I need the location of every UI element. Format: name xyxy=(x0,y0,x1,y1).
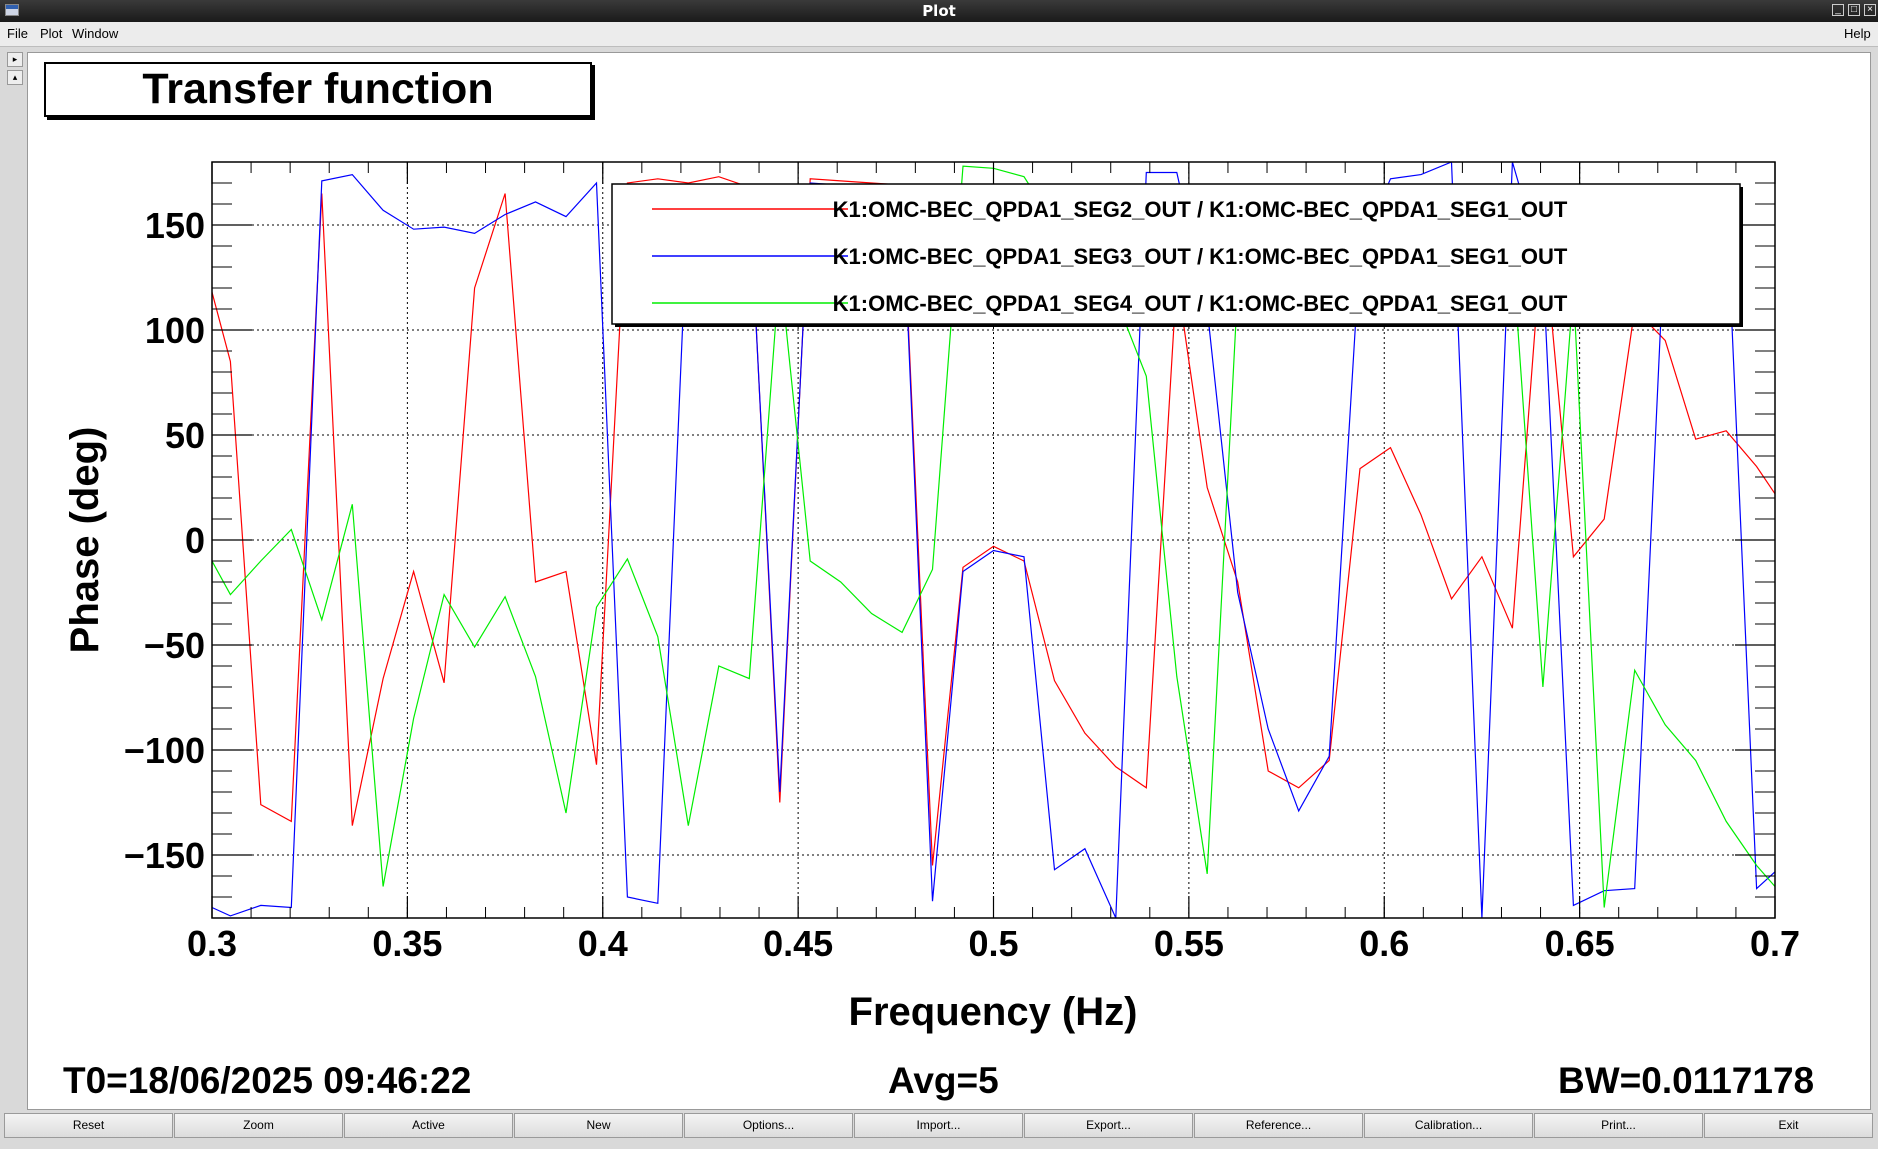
maximize-icon[interactable]: □ xyxy=(1848,4,1860,16)
x-tick-label: 0.5 xyxy=(968,923,1018,964)
x-tick-label: 0.6 xyxy=(1359,923,1409,964)
legend-label-3: K1:OMC-BEC_QPDA1_SEG3_OUT / K1:OMC-BEC_Q… xyxy=(833,244,1568,269)
menu-window[interactable]: Window xyxy=(72,26,119,41)
button-bar: Reset Zoom Active New Options... Import.… xyxy=(0,1111,1878,1149)
legend-shadow xyxy=(1740,187,1743,327)
calibration-button[interactable]: Calibration... xyxy=(1364,1113,1533,1138)
axis-ticks xyxy=(211,161,1776,919)
y-tick-label: −50 xyxy=(144,625,205,666)
reference-button[interactable]: Reference... xyxy=(1194,1113,1363,1138)
t0-label: T0=18/06/2025 09:46:22 xyxy=(63,1060,472,1101)
legend-shadow-bottom xyxy=(615,324,1743,327)
plot-title: Transfer function xyxy=(44,62,592,117)
y-axis-label: Phase (deg) xyxy=(63,427,107,654)
active-button[interactable]: Active xyxy=(344,1113,513,1138)
window-title: Plot xyxy=(922,2,956,20)
y-tick-label: −150 xyxy=(124,835,205,876)
new-button[interactable]: New xyxy=(514,1113,683,1138)
side-toolbar: ▸ ▴ xyxy=(7,52,23,88)
menu-help[interactable]: Help xyxy=(1844,26,1871,41)
window-menu-icon[interactable] xyxy=(5,4,19,16)
legend-label-2: K1:OMC-BEC_QPDA1_SEG2_OUT / K1:OMC-BEC_Q… xyxy=(833,197,1568,222)
close-icon[interactable]: × xyxy=(1864,4,1876,16)
bw-label: BW=0.0117178 xyxy=(1558,1060,1815,1101)
y-tick-label: −100 xyxy=(124,730,205,771)
import-button[interactable]: Import... xyxy=(854,1113,1023,1138)
options-button[interactable]: Options... xyxy=(684,1113,853,1138)
x-tick-label: 0.45 xyxy=(763,923,833,964)
reset-button[interactable]: Reset xyxy=(4,1113,173,1138)
x-tick-label: 0.65 xyxy=(1545,923,1615,964)
print-button[interactable]: Print... xyxy=(1534,1113,1703,1138)
exit-button[interactable]: Exit xyxy=(1704,1113,1873,1138)
x-tick-label: 0.4 xyxy=(578,923,628,964)
arrow-right-icon[interactable]: ▸ xyxy=(7,52,23,67)
menu-plot[interactable]: Plot xyxy=(40,26,63,41)
x-tick-label: 0.55 xyxy=(1154,923,1224,964)
y-tick-labels: 150 100 50 0 −50 −100 −150 xyxy=(124,205,205,876)
y-tick-label: 0 xyxy=(185,520,205,561)
export-button[interactable]: Export... xyxy=(1024,1113,1193,1138)
legend: K1:OMC-BEC_QPDA1_SEG2_OUT / K1:OMC-BEC_Q… xyxy=(611,183,1743,327)
menubar: File Plot Window Help xyxy=(0,22,1878,47)
x-axis-label: Frequency (Hz) xyxy=(849,990,1138,1034)
x-tick-label: 0.7 xyxy=(1750,923,1800,964)
menu-file[interactable]: File xyxy=(7,26,28,41)
window-titlebar: Plot _ □ × xyxy=(0,0,1878,22)
y-tick-label: 50 xyxy=(165,415,205,456)
legend-label-4: K1:OMC-BEC_QPDA1_SEG4_OUT / K1:OMC-BEC_Q… xyxy=(833,291,1568,316)
avg-label: Avg=5 xyxy=(888,1060,999,1101)
x-tick-label: 0.3 xyxy=(187,923,237,964)
zoom-button[interactable]: Zoom xyxy=(174,1113,343,1138)
series-line-2 xyxy=(212,176,1775,866)
y-tick-label: 100 xyxy=(145,310,205,351)
x-tick-label: 0.35 xyxy=(372,923,442,964)
minimize-icon[interactable]: _ xyxy=(1832,4,1844,16)
arrow-up-icon[interactable]: ▴ xyxy=(7,70,23,85)
x-tick-labels: 0.3 0.35 0.4 0.45 0.5 0.55 0.6 0.65 0.7 xyxy=(187,923,1800,964)
y-tick-label: 150 xyxy=(145,205,205,246)
